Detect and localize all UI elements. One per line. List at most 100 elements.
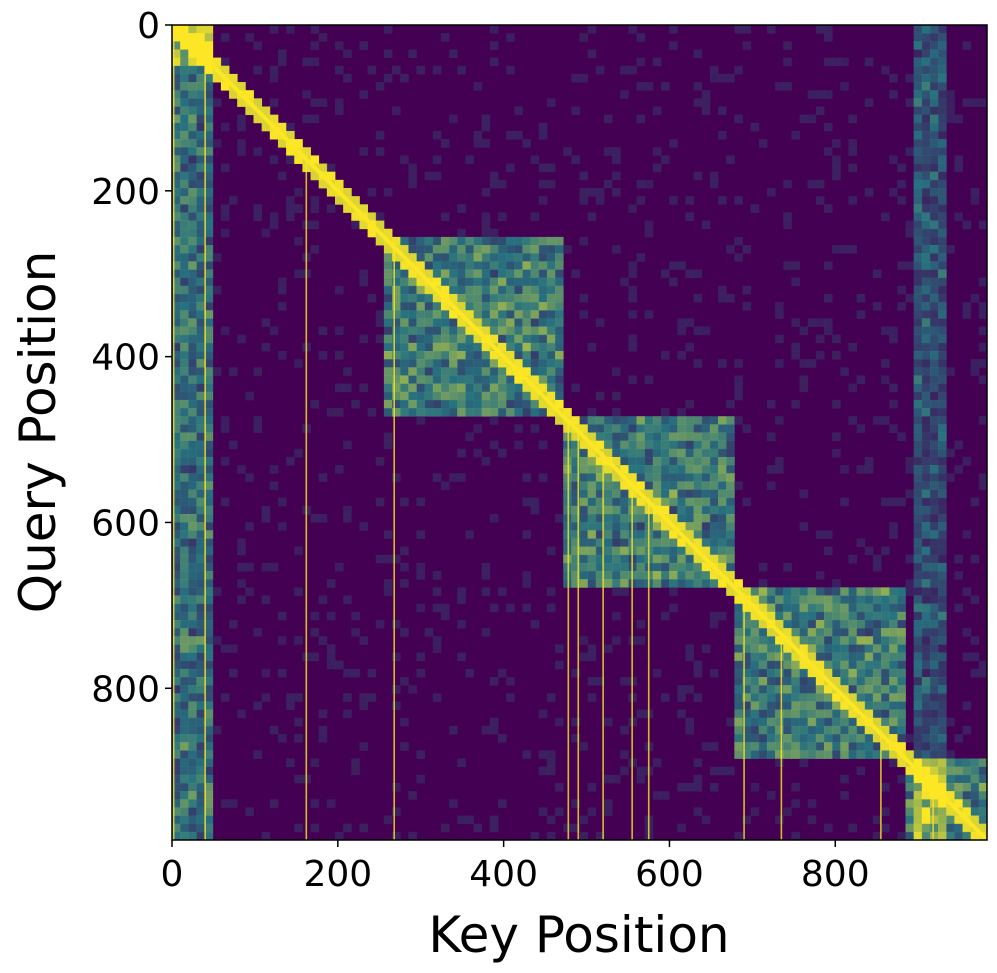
heatmap-cell <box>196 636 205 645</box>
heatmap-cell <box>514 342 523 352</box>
heatmap-cell <box>188 807 197 816</box>
heatmap-cell <box>864 668 874 678</box>
heatmap-cell <box>718 416 727 425</box>
heatmap-cell <box>848 628 857 637</box>
heatmap-cell <box>832 709 841 719</box>
heatmap-cell <box>204 782 214 792</box>
heatmap-cell <box>612 562 621 572</box>
heatmap-cell <box>172 782 181 792</box>
heatmap-cell <box>824 611 833 621</box>
heatmap-cell <box>392 106 401 116</box>
heatmap-cell <box>832 587 841 596</box>
heatmap-cell <box>612 188 621 197</box>
heatmap-cell <box>432 302 442 311</box>
heatmap-cell <box>546 334 556 344</box>
heatmap-cell <box>612 636 621 645</box>
heatmap-cell <box>424 310 434 319</box>
heatmap-cell <box>579 742 589 751</box>
heatmap-cell <box>294 269 303 279</box>
heatmap-cell <box>652 57 662 67</box>
heatmap-cell <box>555 399 564 409</box>
heatmap-cell <box>685 342 694 352</box>
heatmap-cell <box>718 554 727 564</box>
heatmap-cell <box>481 220 491 230</box>
heatmap-cell <box>929 277 939 287</box>
heatmap-cell <box>913 456 923 466</box>
heatmap-cell <box>815 628 825 637</box>
heatmap-cell <box>204 660 214 670</box>
heatmap-cell <box>661 473 670 482</box>
heatmap-cell <box>848 693 857 702</box>
heatmap-cell <box>677 440 686 450</box>
heatmap-cell <box>620 587 629 596</box>
heatmap-cell <box>172 179 181 189</box>
heatmap-cell <box>237 98 246 107</box>
heatmap-cell <box>970 774 980 784</box>
heatmap-cell <box>913 130 923 140</box>
heatmap-cell <box>514 359 523 368</box>
heatmap-cell <box>579 538 589 547</box>
heatmap-cell <box>677 318 686 327</box>
heatmap-cell <box>603 644 613 653</box>
heatmap-cell <box>677 709 686 719</box>
heatmap-cell <box>669 505 678 515</box>
heatmap-cell <box>196 408 205 417</box>
heatmap-cell <box>701 562 711 572</box>
heatmap-cell <box>628 448 637 458</box>
heatmap-cell <box>921 147 931 156</box>
heatmap-cell <box>310 758 320 768</box>
heatmap-cell <box>392 685 401 694</box>
heatmap-cell <box>204 628 214 637</box>
heatmap-cell <box>832 725 841 735</box>
heatmap-cell <box>180 375 189 384</box>
heatmap-cell <box>913 163 923 173</box>
heatmap-cell <box>465 408 474 417</box>
heatmap-cell <box>921 359 931 368</box>
heatmap-cell <box>946 245 955 254</box>
heatmap-cell <box>530 399 540 409</box>
heatmap-cell <box>644 456 654 466</box>
heatmap-cell <box>929 220 939 230</box>
heatmap-cell <box>783 261 792 270</box>
heatmap-cell <box>709 505 719 515</box>
heatmap-cell <box>970 668 980 678</box>
heatmap-cell <box>563 448 572 458</box>
heatmap-cell <box>701 505 711 515</box>
heatmap-cell <box>530 359 540 368</box>
heatmap-cell <box>522 318 531 327</box>
heatmap-cell <box>188 734 197 743</box>
heatmap-cell <box>196 188 205 197</box>
heatmap-cell <box>587 571 597 580</box>
heatmap-cell <box>938 489 947 499</box>
heatmap-cell <box>824 628 833 637</box>
heatmap-cell <box>563 432 572 442</box>
heatmap-cell <box>913 375 923 384</box>
heatmap-cell <box>872 619 882 629</box>
heatmap-cell <box>913 440 923 450</box>
heatmap-cell <box>766 188 776 197</box>
heatmap-cell <box>938 456 947 466</box>
heatmap-cell <box>921 481 931 490</box>
heatmap-cell <box>432 245 442 254</box>
heatmap-cell <box>546 318 556 327</box>
heatmap-cell <box>693 82 703 91</box>
heatmap-cell <box>921 326 931 336</box>
heatmap-cell <box>856 603 866 613</box>
heatmap-cell <box>196 489 205 499</box>
heatmap-cell <box>212 587 222 596</box>
heatmap-cell <box>196 90 205 99</box>
heatmap-cell <box>188 293 197 303</box>
heatmap-cell <box>196 310 205 319</box>
heatmap-cell <box>978 774 987 784</box>
heatmap-cell <box>212 253 222 262</box>
heatmap-cell <box>571 497 580 507</box>
heatmap-cell <box>465 399 474 409</box>
heatmap-cell <box>489 514 499 523</box>
heatmap-cell <box>929 106 939 116</box>
heatmap-cell <box>897 668 906 678</box>
heatmap-cell <box>897 831 906 840</box>
heatmap-cell <box>978 782 987 792</box>
heatmap-cell <box>449 49 458 58</box>
heatmap-cell <box>318 636 328 645</box>
heatmap-cell <box>840 497 849 507</box>
